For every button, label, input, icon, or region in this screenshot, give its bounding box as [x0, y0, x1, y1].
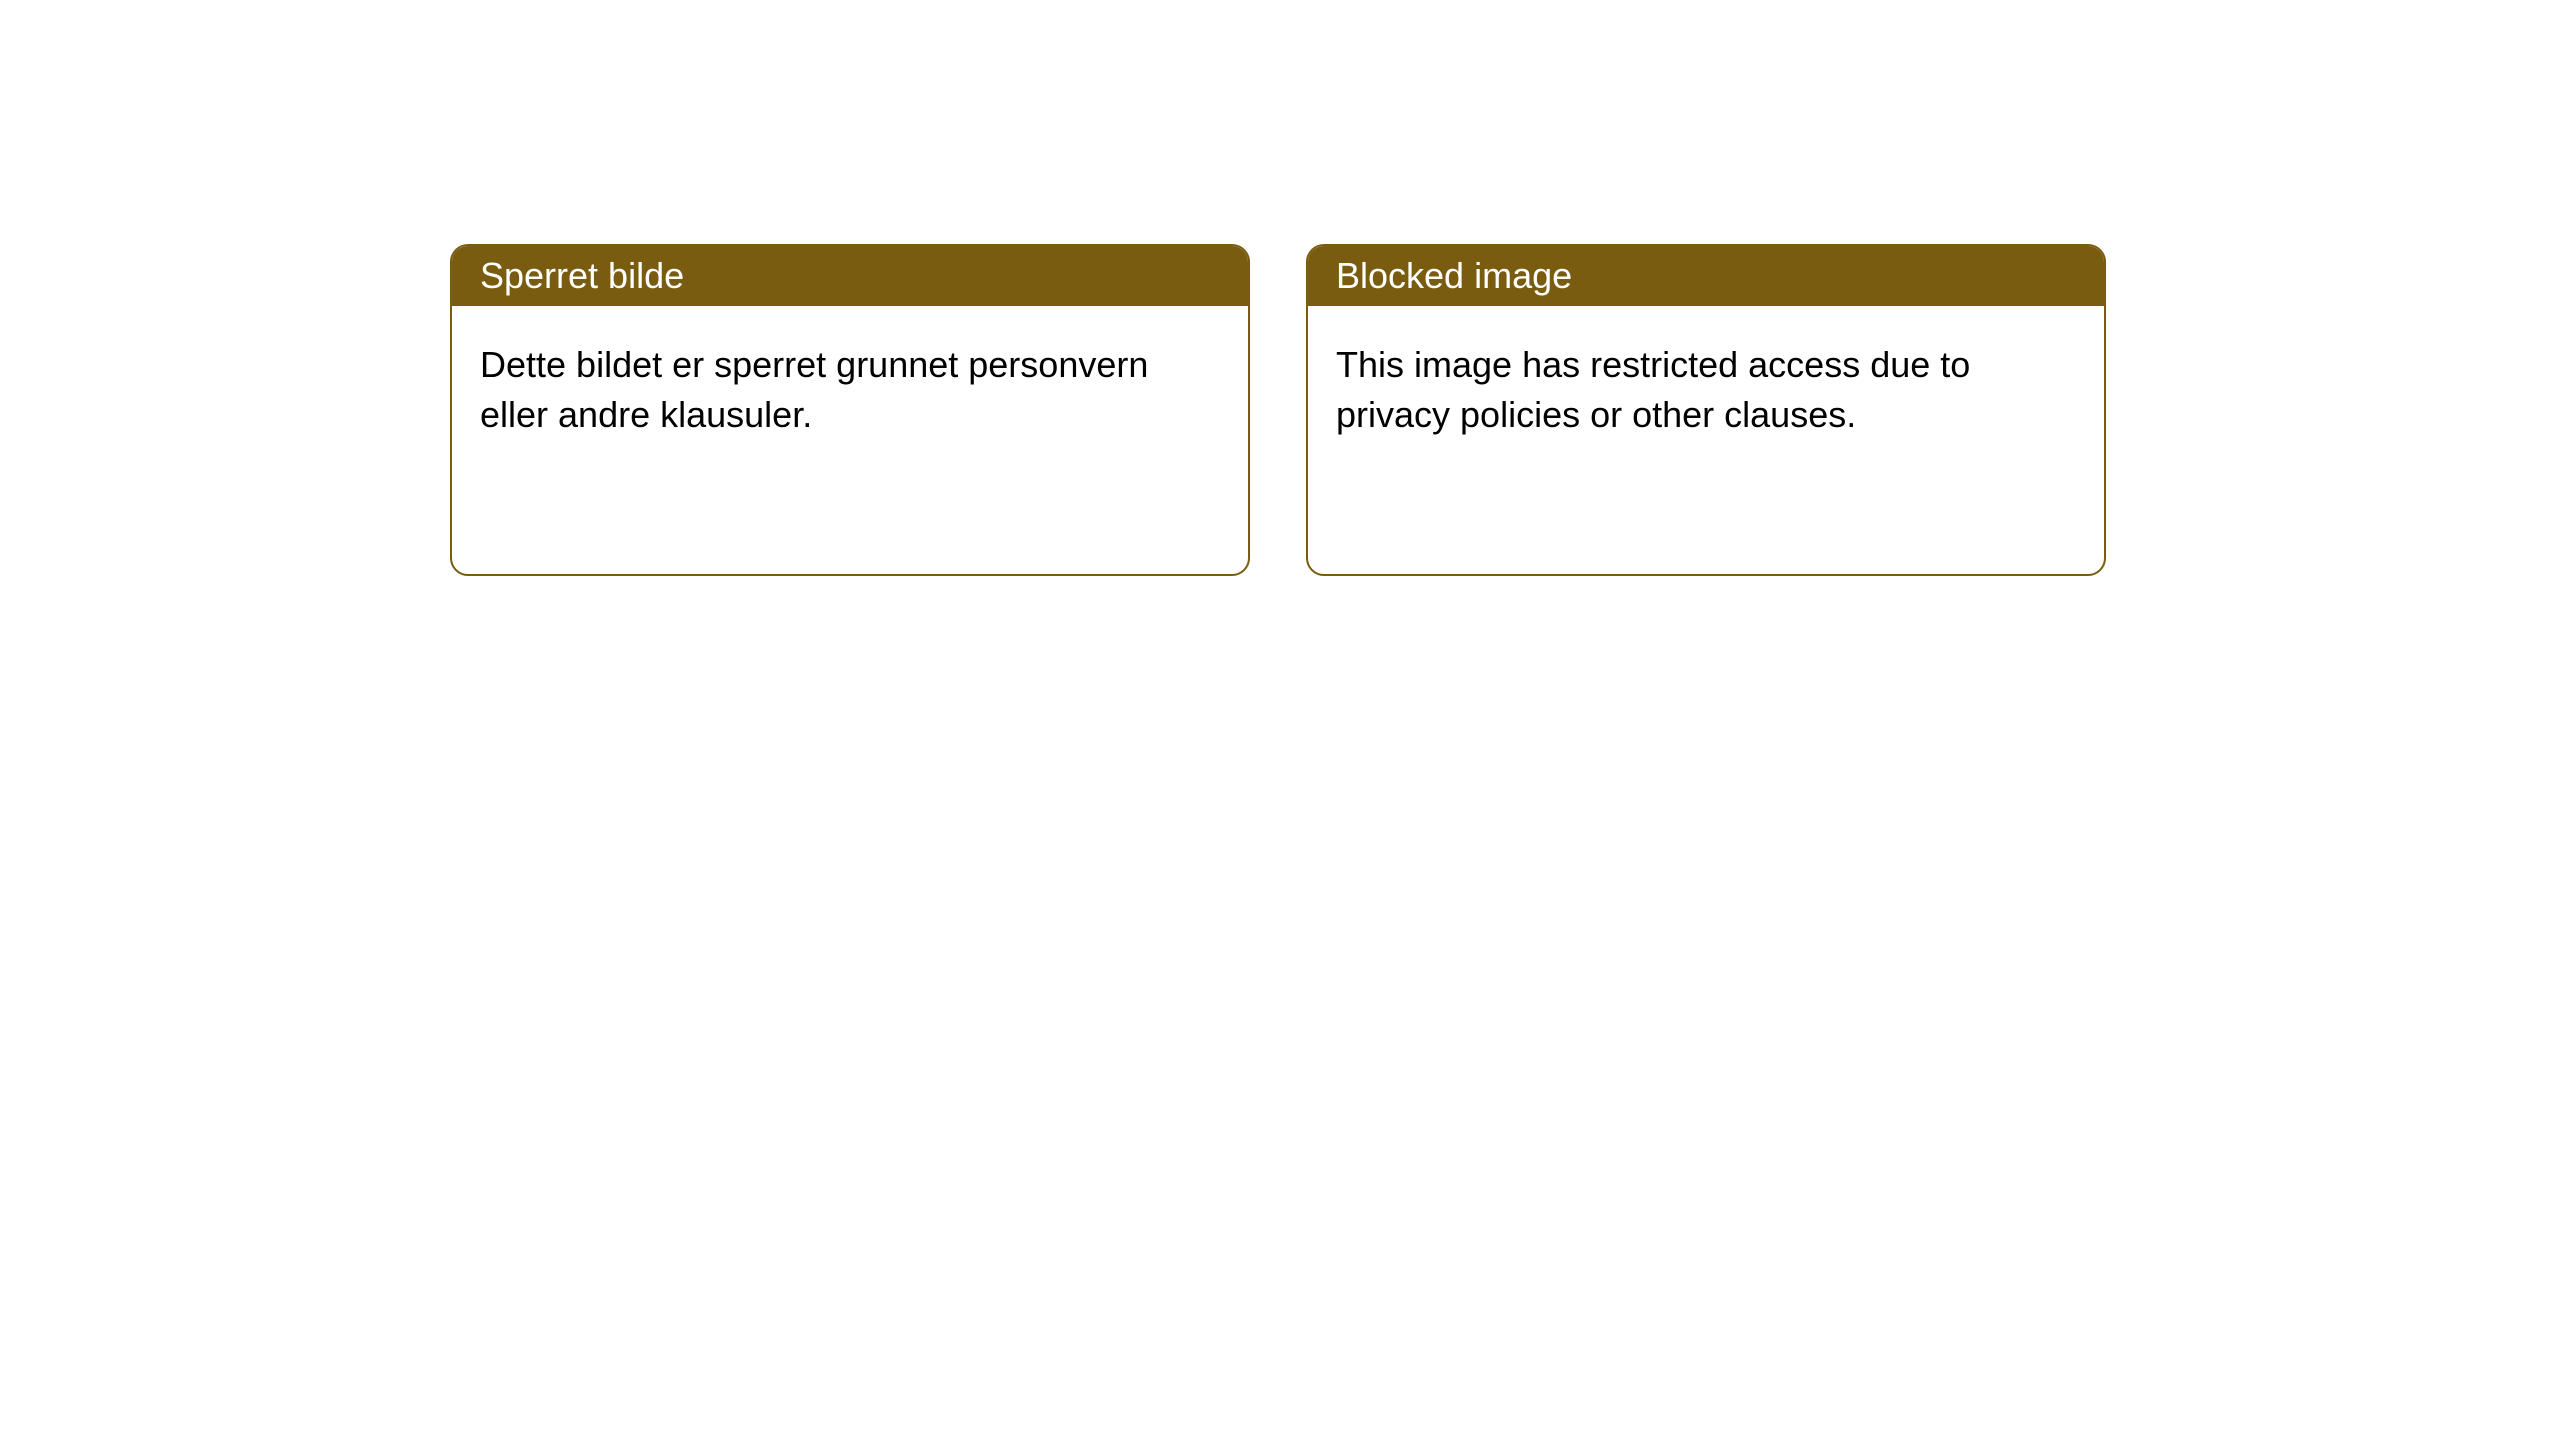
notice-card-norwegian: Sperret bilde Dette bildet er sperret gr… [450, 244, 1250, 576]
notice-card-english: Blocked image This image has restricted … [1306, 244, 2106, 576]
card-title: Sperret bilde [480, 255, 684, 297]
card-header: Sperret bilde [452, 246, 1248, 306]
notice-container: Sperret bilde Dette bildet er sperret gr… [450, 244, 2106, 576]
card-body: Dette bildet er sperret grunnet personve… [452, 306, 1248, 475]
card-body-text: Dette bildet er sperret grunnet personve… [480, 344, 1148, 435]
card-title: Blocked image [1336, 255, 1572, 297]
card-body: This image has restricted access due to … [1308, 306, 2104, 475]
card-body-text: This image has restricted access due to … [1336, 344, 1970, 435]
card-header: Blocked image [1308, 246, 2104, 306]
